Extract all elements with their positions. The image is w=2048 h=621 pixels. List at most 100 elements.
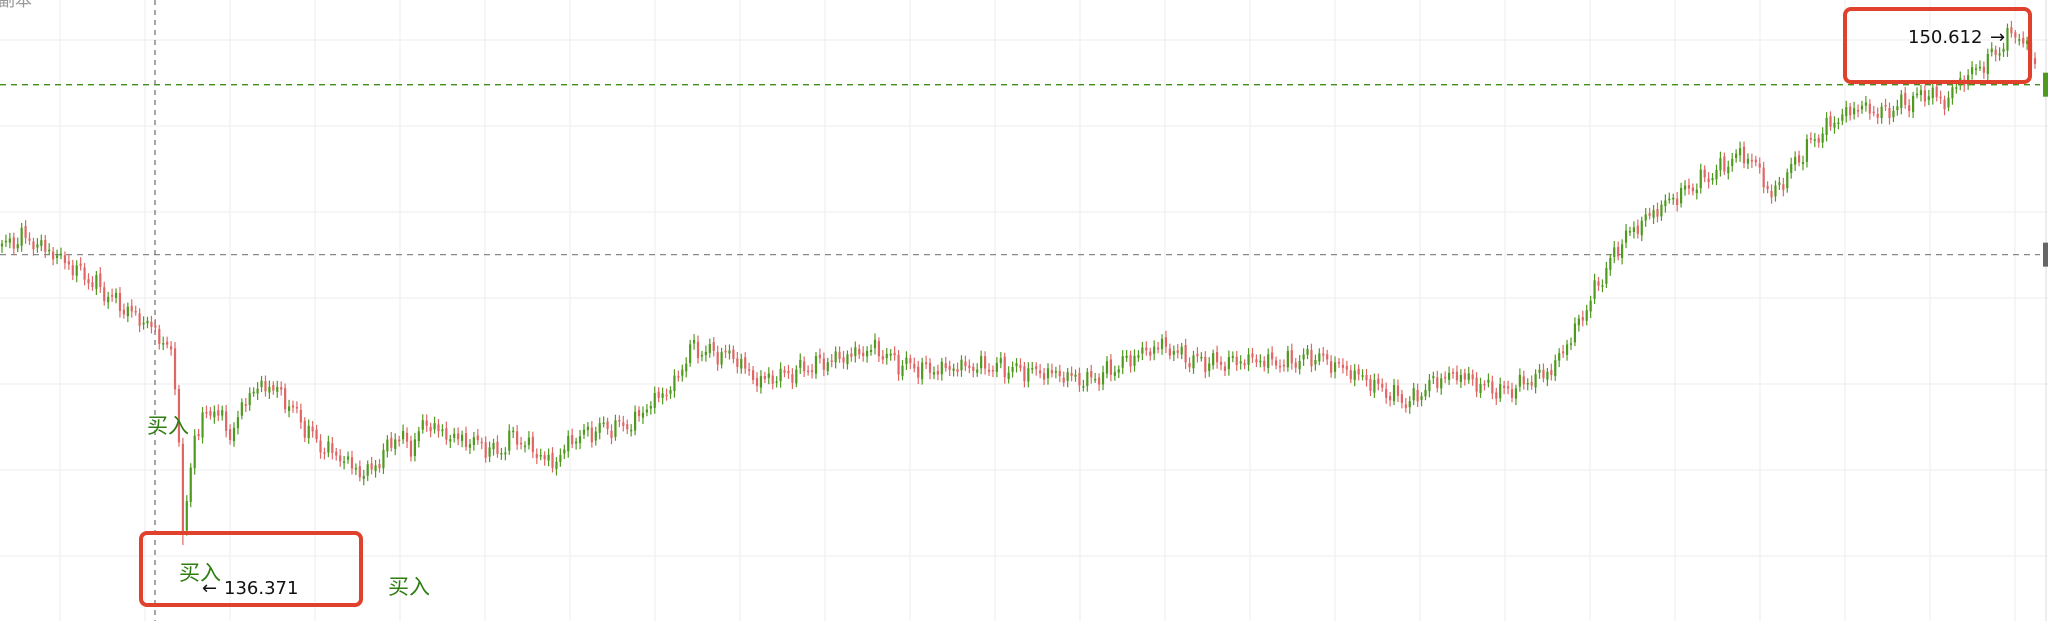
candle-body	[1888, 107, 1891, 119]
candle	[1613, 241, 1616, 264]
candle	[807, 365, 810, 376]
candle	[1935, 80, 1938, 102]
candle	[1656, 202, 1659, 223]
candle	[1915, 87, 1919, 99]
candle	[685, 357, 688, 378]
candle	[1400, 389, 1403, 409]
candle	[571, 428, 574, 449]
low-arrow-icon: ←	[202, 578, 217, 599]
candle	[1856, 104, 1860, 118]
candle	[1628, 226, 1632, 237]
candle-body	[991, 369, 995, 372]
candle-body	[1330, 361, 1333, 373]
candle	[1514, 384, 1518, 406]
candle-body	[2006, 27, 2009, 51]
candle-body	[295, 406, 299, 409]
candle-body	[810, 370, 814, 372]
candle-body	[1483, 383, 1486, 386]
candle	[2002, 42, 2005, 57]
candle-body	[146, 320, 149, 324]
candle	[1506, 380, 1510, 395]
candle-body	[1451, 372, 1455, 374]
candle-body	[606, 421, 609, 429]
candle-body	[1526, 383, 1529, 385]
candle-body	[1137, 355, 1140, 358]
candle	[1239, 355, 1242, 370]
candle-body	[551, 452, 554, 468]
candle	[0, 239, 4, 253]
candle	[142, 316, 145, 330]
candle	[28, 232, 31, 246]
candle	[1420, 392, 1423, 407]
candle-body	[1109, 359, 1113, 375]
candle	[1070, 366, 1073, 382]
candle	[150, 315, 153, 334]
candle	[539, 448, 542, 461]
candle	[1727, 160, 1730, 180]
candle	[1668, 192, 1671, 204]
candle-body	[1046, 368, 1050, 379]
candle	[551, 447, 554, 473]
candle-body	[516, 431, 519, 445]
candle	[1648, 207, 1651, 220]
candle-body	[889, 353, 892, 356]
candle-body	[1565, 344, 1569, 356]
candle-body	[244, 404, 247, 406]
candle-body	[1050, 370, 1054, 374]
candle	[1923, 85, 1926, 107]
candle	[1943, 95, 1946, 116]
candle	[1699, 163, 1702, 194]
candle-body	[881, 356, 884, 360]
candle-body	[433, 423, 436, 430]
candle	[299, 403, 302, 429]
candle	[799, 353, 802, 375]
candle	[1271, 346, 1274, 366]
candle	[559, 448, 562, 467]
candle	[1479, 377, 1482, 398]
candle-body	[280, 387, 283, 390]
candle-body	[205, 411, 208, 414]
candle	[1282, 359, 1286, 372]
candle-body	[2018, 39, 2021, 41]
candle	[1538, 364, 1541, 379]
candle-body	[614, 420, 617, 437]
candle-body	[885, 353, 888, 359]
candle-body	[346, 456, 350, 460]
candle-body	[1884, 105, 1887, 107]
candle-body	[708, 343, 711, 354]
candle-body	[594, 431, 597, 441]
candle-body	[1534, 374, 1537, 388]
candle-body	[1074, 374, 1077, 377]
candle	[1601, 279, 1604, 293]
candle-body	[1821, 133, 1824, 143]
candle	[162, 336, 165, 351]
candle-body	[370, 463, 373, 470]
candle-body	[571, 435, 574, 445]
candle	[1306, 345, 1309, 360]
candle	[1550, 363, 1553, 381]
candle	[213, 405, 216, 424]
candle	[1039, 364, 1042, 379]
candle	[1467, 366, 1470, 384]
candle-body	[716, 352, 719, 365]
candle	[421, 414, 424, 434]
candle	[1632, 221, 1636, 239]
candle	[1447, 366, 1451, 386]
candle-body	[1447, 372, 1451, 380]
candle	[1794, 151, 1797, 172]
candle	[1813, 132, 1816, 148]
candle-body	[1208, 363, 1211, 371]
candle	[1054, 366, 1057, 379]
candle	[1774, 180, 1777, 202]
candle	[567, 430, 570, 458]
candle	[858, 344, 861, 359]
candle-body	[315, 429, 318, 440]
candle-body	[240, 402, 243, 416]
candle	[1007, 366, 1010, 384]
candle	[692, 334, 696, 350]
candle-body	[55, 255, 59, 259]
candle	[1483, 380, 1486, 391]
candle-body	[630, 429, 633, 432]
candle	[1577, 314, 1580, 332]
